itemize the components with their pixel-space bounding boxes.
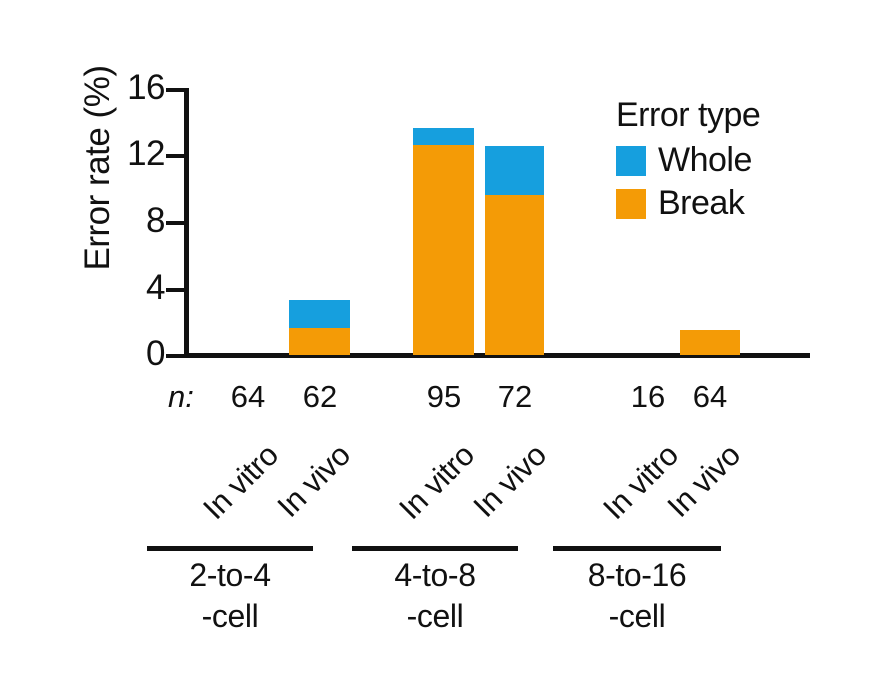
y-tick-mark-0 bbox=[166, 354, 186, 358]
group-label-1-line1: 2-to-4 bbox=[189, 557, 271, 593]
sample-size-value-4: 72 bbox=[497, 379, 533, 414]
group-label-1-line2: -cell bbox=[201, 597, 259, 634]
sample-size-value-6: 64 bbox=[692, 379, 728, 414]
sample-size-value-5: 16 bbox=[630, 379, 666, 414]
sample-size-value-2: 62 bbox=[302, 379, 338, 414]
y-tick-mark-8 bbox=[166, 221, 186, 225]
y-tick-mark-16 bbox=[166, 88, 186, 92]
group-rule-2 bbox=[352, 546, 518, 551]
bar-segment-break bbox=[485, 194, 544, 355]
group-rule-1 bbox=[147, 546, 313, 551]
legend-swatch-break-icon bbox=[616, 188, 646, 219]
group-label-3: 8-to-16 -cell bbox=[553, 555, 721, 637]
bar-segment-break bbox=[413, 144, 474, 355]
bar-segment-break bbox=[289, 328, 350, 355]
bar-segment-whole bbox=[289, 299, 350, 329]
group-label-3-line2: -cell bbox=[608, 597, 666, 634]
sample-size-value-1: 64 bbox=[230, 379, 266, 414]
y-tick-label-4: 4 bbox=[146, 268, 165, 307]
group-label-2: 4-to-8 -cell bbox=[352, 555, 518, 637]
plot-area bbox=[189, 88, 810, 355]
legend-item-whole[interactable]: Whole bbox=[616, 141, 760, 180]
legend: Error type Whole Break bbox=[616, 96, 761, 223]
sample-size-value-3: 95 bbox=[426, 379, 462, 414]
y-tick-label-12: 12 bbox=[127, 134, 165, 173]
y-tick-label-16: 16 bbox=[127, 68, 165, 107]
bar-segment-break bbox=[680, 329, 740, 355]
y-axis-spine bbox=[184, 88, 189, 358]
legend-swatch-whole-icon bbox=[616, 145, 646, 176]
sample-size-prefix: n: bbox=[168, 379, 194, 414]
group-label-3-line1: 8-to-16 bbox=[587, 557, 687, 593]
legend-title: Error type bbox=[616, 96, 761, 134]
bar-segment-whole bbox=[485, 146, 544, 195]
x-axis-baseline bbox=[184, 353, 810, 358]
group-label-2-line2: -cell bbox=[406, 597, 464, 634]
y-tick-mark-4 bbox=[166, 288, 186, 292]
bar-8to16-in-vivo[interactable] bbox=[680, 329, 740, 355]
legend-item-break[interactable]: Break bbox=[616, 184, 760, 223]
group-label-1: 2-to-4 -cell bbox=[147, 555, 313, 637]
bar-segment-whole bbox=[413, 128, 474, 145]
group-rule-3 bbox=[553, 546, 721, 551]
y-tick-mark-12 bbox=[166, 154, 186, 158]
legend-label-whole: Whole bbox=[658, 141, 752, 179]
bar-4to8-in-vitro[interactable] bbox=[413, 128, 474, 355]
bar-4to8-in-vivo[interactable] bbox=[485, 146, 544, 355]
y-tick-label-0: 0 bbox=[146, 334, 165, 373]
bar-2to4-in-vivo[interactable] bbox=[289, 299, 350, 355]
y-tick-label-8: 8 bbox=[146, 201, 165, 240]
group-label-2-line1: 4-to-8 bbox=[394, 557, 476, 593]
legend-label-break: Break bbox=[658, 184, 745, 222]
